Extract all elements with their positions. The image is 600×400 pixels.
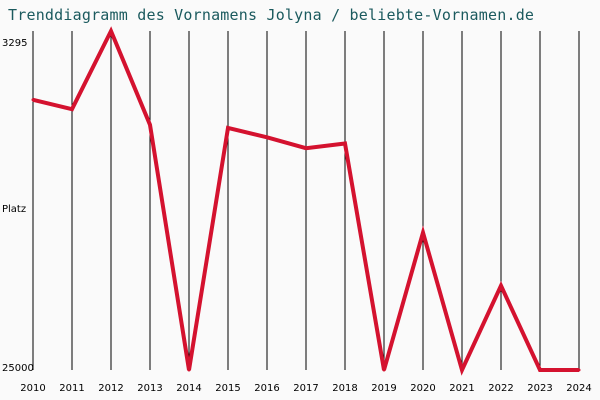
series-layer [31,26,581,376]
data-point-2018 [343,142,347,146]
x-tick-labels: 2010 2011 2012 2013 2014 2015 2016 2017 2018 2019… [20,383,591,394]
grid-lines [32,31,580,370]
data-point-2013 [148,123,152,127]
x-tick-2017: 2017 [293,383,318,394]
x-tick-2014: 2014 [176,383,201,394]
data-point-2016 [265,135,269,139]
x-tick-2024: 2024 [566,383,591,394]
x-tick-2011: 2011 [59,383,84,394]
x-tick-2013: 2013 [137,383,162,394]
chart-title: Trenddiagramm des Vornamens Jolyna / bel… [8,6,535,24]
data-point-2010 [31,98,35,102]
y-tick-top: 3295 [2,38,27,49]
y-tick-bottom: 25000 [2,363,34,374]
x-tick-2022: 2022 [488,383,513,394]
y-axis-label: Platz [2,204,26,215]
data-point-2011 [70,107,74,111]
data-point-2022 [499,284,503,288]
x-tick-2018: 2018 [332,383,357,394]
data-point-2017 [304,146,308,150]
data-point-2014 [187,368,191,372]
data-point-2015 [226,126,230,130]
x-tick-2023: 2023 [527,383,552,394]
x-tick-2021: 2021 [449,383,474,394]
x-tick-2020: 2020 [410,383,435,394]
data-point-2024 [577,368,581,372]
x-tick-2010: 2010 [20,383,45,394]
x-tick-2016: 2016 [254,383,279,394]
data-point-2021 [460,368,464,372]
data-point-2023 [538,368,542,372]
data-point-2012 [109,29,113,33]
data-point-2020 [421,231,425,235]
x-tick-2015: 2015 [215,383,240,394]
data-point-2019 [382,368,386,372]
x-tick-2012: 2012 [98,383,123,394]
x-tick-2019: 2019 [371,383,396,394]
